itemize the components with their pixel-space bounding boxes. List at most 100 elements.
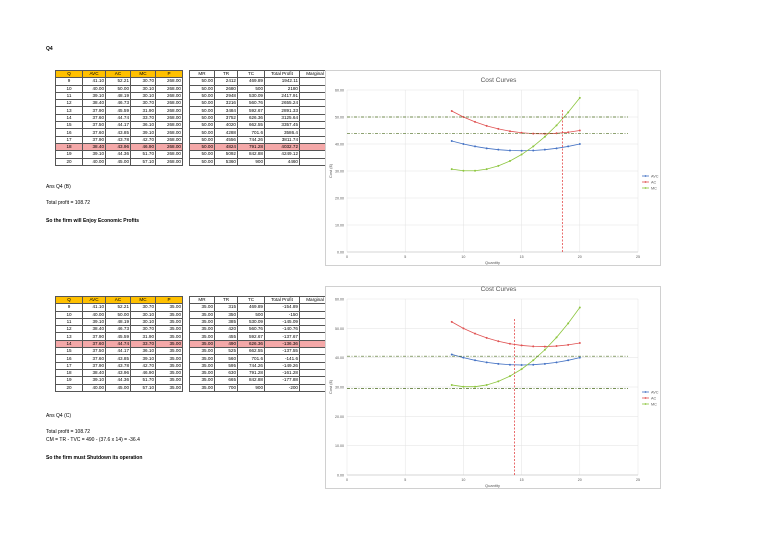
table-cell: 2680 bbox=[214, 84, 238, 93]
table-cell: 46.90 bbox=[130, 368, 156, 378]
table-cell: 45.59 bbox=[105, 106, 131, 115]
table-cell: 490 bbox=[214, 339, 238, 349]
table-cell: 20 bbox=[55, 383, 83, 392]
table-cell: 560 bbox=[214, 354, 238, 363]
x-tick-label: 0 bbox=[346, 255, 348, 259]
data-point bbox=[485, 383, 488, 386]
table-cell: 36.10 bbox=[130, 121, 156, 130]
y-axis-title: Cost ($) bbox=[328, 163, 333, 178]
data-point bbox=[520, 149, 523, 152]
table-cell: 39.10 bbox=[82, 376, 106, 385]
table-cell: 39.10 bbox=[82, 91, 106, 101]
data-point bbox=[508, 342, 511, 345]
data-point bbox=[555, 147, 558, 150]
table-cell: 40.00 bbox=[82, 84, 106, 93]
table-cell: 268.00 bbox=[155, 157, 183, 166]
table-cell: 315 bbox=[214, 303, 238, 312]
legend-marker bbox=[644, 175, 647, 177]
data-point bbox=[532, 145, 535, 148]
column-header: MR bbox=[189, 295, 215, 305]
table-cell: -137.55 bbox=[264, 347, 300, 356]
x-tick-label: 15 bbox=[520, 255, 524, 259]
table-cell: 35.00 bbox=[189, 325, 215, 334]
table-cell: 4556 bbox=[214, 135, 238, 144]
table-cell: 50.00 bbox=[189, 121, 215, 130]
table-cell: 37.90 bbox=[82, 135, 106, 144]
data-point bbox=[462, 327, 465, 330]
table-cell: 4460 bbox=[264, 157, 300, 166]
table-cell: 3357.45 bbox=[264, 121, 300, 130]
table-row: 15 37.50 44.17 36.10 268.00 50.00 4020 662.55 33… bbox=[55, 121, 343, 130]
table-cell: 38.40 bbox=[82, 99, 106, 108]
table-cell: -137.67 bbox=[264, 332, 300, 341]
table-cell: 51.70 bbox=[130, 150, 156, 159]
data-point bbox=[578, 143, 581, 145]
table-cell: 791.28 bbox=[237, 142, 265, 152]
series-line bbox=[451, 97, 581, 172]
table-cell: 900 bbox=[237, 383, 265, 392]
table-cell: 16 bbox=[55, 128, 83, 137]
table-cell: 50.00 bbox=[189, 157, 215, 166]
chart-title: Cost Curves bbox=[481, 286, 518, 293]
table-row: 15 37.50 44.17 36.10 35.00 35.00 525 662.55 -137… bbox=[55, 347, 343, 356]
data-point bbox=[497, 362, 500, 365]
data-point bbox=[578, 96, 581, 99]
table-cell: 592.67 bbox=[237, 332, 265, 341]
data-point bbox=[555, 132, 558, 135]
table-cell: 592.67 bbox=[237, 106, 265, 115]
data-point bbox=[450, 353, 453, 356]
table-row: 1040.0050.0030.10268.0050.00268050021801… bbox=[55, 84, 343, 93]
data-point bbox=[497, 127, 500, 130]
data-point bbox=[450, 383, 453, 386]
table-cell: 626.36 bbox=[237, 113, 265, 123]
table-cell: 630 bbox=[214, 368, 238, 378]
table-cell: 30.70 bbox=[130, 77, 156, 86]
table-cell: 43.78 bbox=[105, 135, 131, 144]
table-cell: 41.10 bbox=[82, 303, 106, 312]
table-cell: 268.00 bbox=[155, 106, 183, 115]
x-tick-label: 25 bbox=[636, 478, 640, 482]
table-cell: 50.00 bbox=[189, 128, 215, 137]
table-cell: 701.6 bbox=[237, 128, 265, 137]
y-axis-title: Cost ($) bbox=[328, 379, 333, 394]
legend-label: AVC bbox=[651, 174, 659, 178]
y-tick-label: 30.00 bbox=[335, 170, 344, 174]
table-row: 19 39.10 44.36 51.70 268.00 50.00 5092 842.88 42… bbox=[55, 150, 343, 159]
table-cell: 36.10 bbox=[130, 347, 156, 356]
table-cell: 2412 bbox=[214, 77, 238, 86]
table-cell: 35.00 bbox=[189, 354, 215, 363]
data-table: Q AVC AC MC P MR TR TC Total Profit Marginal Prof… bbox=[55, 295, 343, 392]
y-tick-label: 60.00 bbox=[335, 298, 344, 302]
data-table: Q AVC AC MC P MR TR TC Total Profit Marginal Prof… bbox=[55, 69, 343, 166]
table-cell: 469.89 bbox=[237, 77, 265, 86]
data-point bbox=[497, 380, 500, 383]
spacer bbox=[183, 348, 190, 355]
table-cell: 268.00 bbox=[155, 77, 183, 86]
spacer bbox=[183, 369, 190, 376]
legend-marker bbox=[644, 181, 647, 183]
table-cell: 842.88 bbox=[237, 150, 265, 159]
spacer bbox=[183, 377, 190, 384]
column-header: Q bbox=[55, 69, 83, 79]
column-header: AC bbox=[105, 295, 131, 305]
data-point bbox=[543, 348, 546, 351]
table-cell: 16 bbox=[55, 354, 83, 363]
table-cell: -154.89 bbox=[264, 303, 300, 312]
table-cell: 57.10 bbox=[130, 157, 156, 166]
table-cell: -150 bbox=[264, 310, 300, 319]
table-cell: 30.70 bbox=[130, 99, 156, 108]
data-point bbox=[543, 148, 546, 151]
table-cell: 48.19 bbox=[105, 317, 131, 327]
legend-marker bbox=[644, 403, 647, 405]
data-point bbox=[543, 345, 546, 348]
table-row: 13 37.90 45.59 31.90 268.00 50.00 3484 592.67 28… bbox=[55, 106, 343, 115]
spacer bbox=[183, 362, 190, 369]
table-cell: 43.78 bbox=[105, 361, 131, 370]
table-cell: 45.00 bbox=[105, 157, 131, 166]
table-cell: 9 bbox=[55, 303, 83, 312]
table-row: 14 37.60 44.74 33.70 35.00 35.00 490 626.36 -136… bbox=[55, 339, 343, 349]
y-tick-label: 50.00 bbox=[335, 116, 344, 120]
table-cell: 43.85 bbox=[105, 128, 131, 137]
table-cell: 469.89 bbox=[237, 303, 265, 312]
chart: Cost Curves 0.00 10.00 20.00 30.00 40.00 50.00… bbox=[325, 286, 661, 489]
